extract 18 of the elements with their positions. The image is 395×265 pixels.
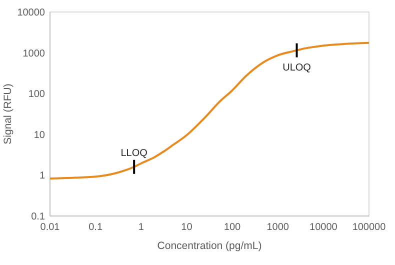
y-tick-label: 1000 <box>22 48 46 60</box>
y-tick-label: 0.1 <box>31 212 46 222</box>
y-axis-title: Signal (RFU) <box>2 84 14 144</box>
y-tick-label: 10 <box>34 130 46 141</box>
x-axis-title: Concentration (pg/mL) <box>157 240 262 252</box>
x-tick-label: 100000 <box>352 222 386 233</box>
y-tick-label: 10000 <box>17 8 46 18</box>
x-tick-label: 1000 <box>266 222 290 233</box>
y-tick-label: 1 <box>39 170 46 182</box>
x-tick-label: 1 <box>138 222 144 233</box>
y-tick-label: 100 <box>28 89 46 100</box>
x-tick-label: 10 <box>181 222 193 233</box>
x-tick-label: 0.01 <box>40 222 60 233</box>
annotation: LLOQ <box>120 148 148 159</box>
x-tick-label: 10000 <box>310 222 338 233</box>
x-tick-label: 0.1 <box>88 222 103 233</box>
x-tick-label: 100 <box>224 222 242 233</box>
annotation: ULOQ <box>282 62 312 74</box>
